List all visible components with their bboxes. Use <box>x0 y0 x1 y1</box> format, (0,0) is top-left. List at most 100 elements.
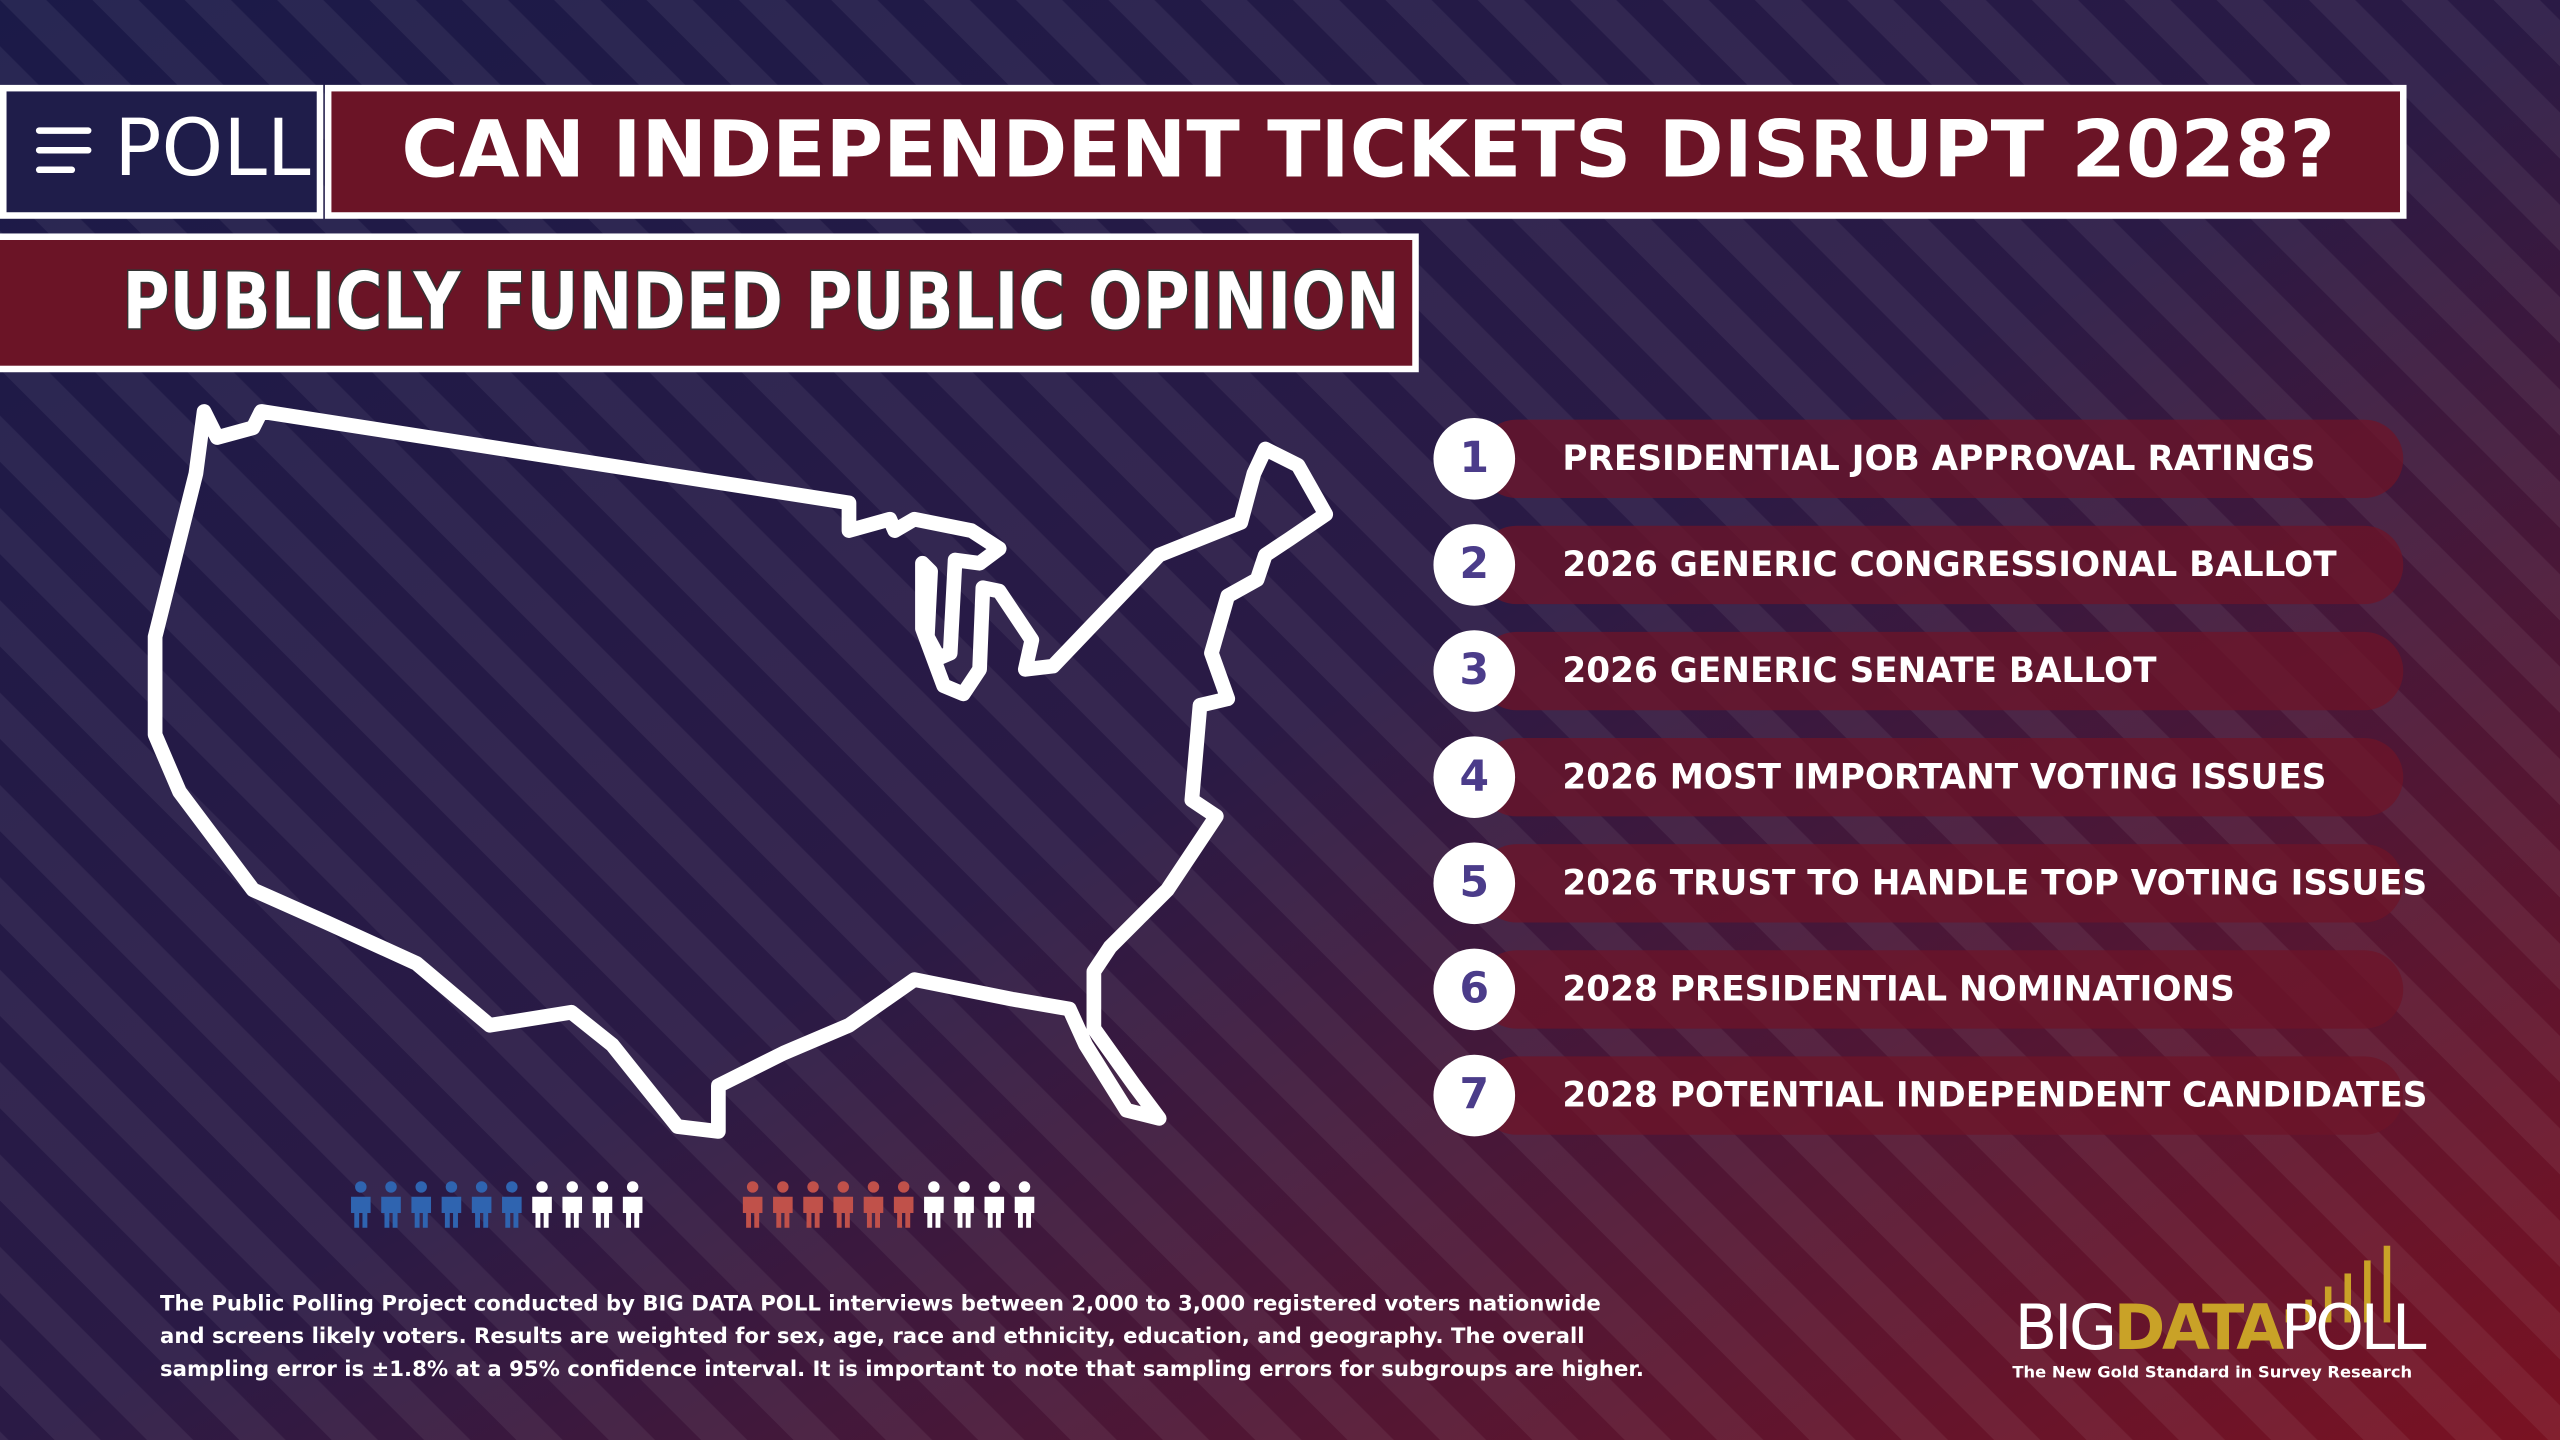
person-body <box>893 1196 914 1228</box>
item-badge <box>1433 417 1516 500</box>
person-body <box>773 1196 793 1228</box>
item-pill <box>1477 950 2404 1029</box>
subtitle: PUBLICLY FUNDED PUBLIC OPINION <box>122 255 1399 347</box>
person-icon <box>742 1181 763 1228</box>
person-body <box>863 1196 884 1228</box>
item-badge <box>1433 842 1516 925</box>
person-head <box>958 1181 970 1193</box>
item-pill <box>1477 419 2404 498</box>
person-icon <box>351 1181 371 1228</box>
person-body <box>833 1196 854 1228</box>
person-body <box>622 1196 643 1228</box>
item-badge <box>1433 736 1516 818</box>
person-body <box>742 1196 763 1228</box>
person-icon <box>532 1181 552 1228</box>
item-pill <box>1477 737 2404 817</box>
logo-text: POLL <box>114 103 311 194</box>
person-head <box>867 1181 880 1193</box>
footnote-line: sampling error is ±1.8% at a 95% confide… <box>160 1357 1644 1382</box>
person-body <box>592 1196 613 1228</box>
person-head <box>1018 1181 1031 1193</box>
person-head <box>807 1181 819 1193</box>
person-icon <box>502 1181 522 1228</box>
title: CAN INDEPENDENT TICKETS DISRUPT 2028? <box>401 105 2335 196</box>
item-number: 5 <box>1460 858 1490 907</box>
person-body <box>984 1196 1005 1228</box>
person-body <box>381 1196 401 1228</box>
person-head <box>626 1181 639 1193</box>
person-body <box>1014 1196 1035 1228</box>
item-label: 2026 MOST IMPORTANT VOTING ISSUES <box>1562 757 2326 797</box>
item-number: 7 <box>1460 1071 1490 1120</box>
item-badge <box>1433 630 1516 712</box>
person-head <box>837 1181 849 1193</box>
item-label: 2026 TRUST TO HANDLE TOP VOTING ISSUES <box>1562 863 2427 903</box>
item-pill <box>1477 1056 2404 1135</box>
item-number: 3 <box>1460 646 1490 695</box>
item-badge <box>1433 524 1516 606</box>
person-body <box>562 1196 583 1228</box>
person-icon <box>863 1181 884 1228</box>
person-head <box>928 1181 940 1193</box>
topic-list: 1 PRESIDENTIAL JOB APPROVAL RATINGS 2 2026 … <box>1433 417 2427 1137</box>
brand-logo: BIGDATAPOLL <box>2015 1291 2427 1364</box>
us-map <box>147 404 1334 1139</box>
item-label: PRESIDENTIAL JOB APPROVAL RATINGS <box>1562 439 2315 479</box>
person-icon <box>592 1181 613 1228</box>
item-number: 1 <box>1460 434 1490 483</box>
title-box <box>324 84 2407 219</box>
person-body <box>803 1196 823 1228</box>
person-body <box>441 1196 462 1228</box>
item-number: 4 <box>1460 752 1490 801</box>
person-icon <box>954 1181 974 1228</box>
footnote-line: The Public Polling Project conducted by … <box>160 1291 1601 1316</box>
person-head <box>777 1181 789 1193</box>
person-icon <box>803 1181 823 1228</box>
person-head <box>746 1181 759 1193</box>
item-label: 2026 GENERIC SENATE BALLOT <box>1562 651 2157 691</box>
brand-poll: POLL <box>2281 1291 2427 1364</box>
person-body <box>954 1196 974 1228</box>
person-body <box>351 1196 371 1228</box>
person-icon <box>1014 1181 1035 1228</box>
person-body <box>532 1196 552 1228</box>
person-body <box>502 1196 522 1228</box>
person-icon <box>562 1181 583 1228</box>
item-pill <box>1477 525 2404 605</box>
person-icon <box>622 1181 643 1228</box>
item-label: 2028 PRESIDENTIAL NOMINATIONS <box>1562 970 2234 1010</box>
item-label: 2028 POTENTIAL INDEPENDENT CANDIDATES <box>1562 1076 2427 1116</box>
person-head <box>506 1181 518 1193</box>
person-icon <box>471 1181 492 1228</box>
person-icon <box>411 1181 432 1228</box>
person-icon <box>984 1181 1005 1228</box>
footnote-line: and screens likely voters. Results are w… <box>160 1324 1584 1349</box>
person-head <box>415 1181 427 1193</box>
person-head <box>566 1181 578 1193</box>
person-body <box>411 1196 432 1228</box>
person-head <box>897 1181 910 1193</box>
person-head <box>596 1181 609 1193</box>
person-head <box>475 1181 488 1193</box>
person-head <box>536 1181 548 1193</box>
person-icon <box>441 1181 462 1228</box>
brand-bars <box>2285 1245 2391 1323</box>
person-icon <box>924 1181 944 1228</box>
subtitle-box <box>0 233 1419 373</box>
person-head <box>988 1181 1000 1193</box>
person-head <box>445 1181 458 1193</box>
brand-tagline: The New Gold Standard in Survey Research <box>2012 1363 2412 1382</box>
people-icons <box>351 1181 1035 1228</box>
person-icon <box>773 1181 793 1228</box>
item-number: 6 <box>1460 965 1490 1014</box>
person-icon <box>381 1181 401 1228</box>
item-badge <box>1433 1054 1516 1137</box>
item-pill <box>1477 844 2404 923</box>
brand-data: DATA <box>2114 1291 2284 1364</box>
person-icon <box>893 1181 914 1228</box>
item-badge <box>1433 948 1516 1031</box>
person-head <box>385 1181 397 1193</box>
person-body <box>471 1196 492 1228</box>
